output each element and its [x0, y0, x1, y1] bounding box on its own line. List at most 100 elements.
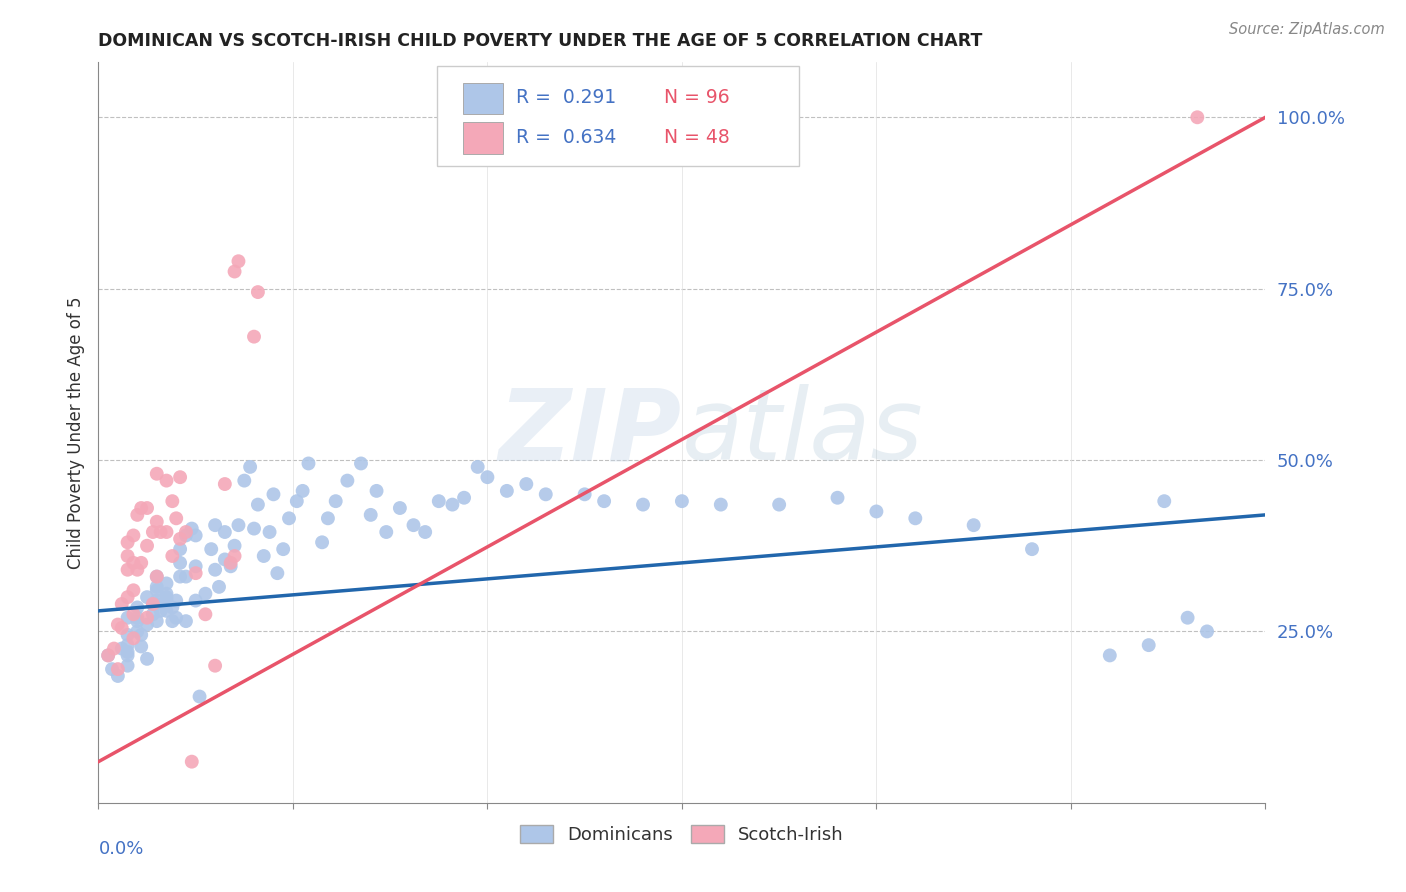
Point	[297, 457, 319, 471]
Point	[865, 504, 887, 518]
Point	[103, 641, 125, 656]
Point	[515, 477, 537, 491]
Point	[228, 254, 250, 268]
Point	[165, 511, 187, 525]
Point	[162, 494, 184, 508]
Point	[214, 552, 236, 566]
Point	[122, 583, 145, 598]
Text: DOMINICAN VS SCOTCH-IRISH CHILD POVERTY UNDER THE AGE OF 5 CORRELATION CHART: DOMINICAN VS SCOTCH-IRISH CHILD POVERTY …	[98, 32, 983, 50]
Point	[768, 498, 790, 512]
Text: R =  0.634: R = 0.634	[516, 128, 617, 146]
Text: atlas: atlas	[682, 384, 924, 481]
Point	[246, 285, 269, 299]
Point	[169, 542, 191, 557]
Point	[127, 610, 149, 624]
Text: N = 96: N = 96	[665, 88, 730, 107]
Point	[180, 755, 202, 769]
Point	[904, 511, 927, 525]
Point	[827, 491, 849, 505]
Point	[155, 524, 177, 539]
Point	[266, 566, 288, 581]
Point	[142, 607, 165, 622]
Point	[259, 524, 281, 539]
Point	[243, 522, 266, 536]
Point	[184, 559, 207, 574]
Point	[155, 593, 177, 607]
Point	[375, 524, 398, 539]
Text: N = 48: N = 48	[665, 128, 730, 146]
Point	[214, 477, 236, 491]
Point	[184, 593, 207, 607]
Point	[117, 563, 139, 577]
Point	[165, 610, 187, 624]
Point	[208, 580, 231, 594]
Point	[117, 638, 139, 652]
Point	[162, 600, 184, 615]
Point	[169, 556, 191, 570]
Text: Source: ZipAtlas.com: Source: ZipAtlas.com	[1229, 22, 1385, 37]
Point	[136, 610, 159, 624]
Point	[155, 587, 177, 601]
FancyBboxPatch shape	[463, 122, 503, 153]
Point	[136, 617, 159, 632]
Point	[165, 593, 187, 607]
Point	[146, 515, 169, 529]
Point	[1195, 624, 1218, 639]
Point	[155, 576, 177, 591]
Point	[360, 508, 382, 522]
Point	[117, 648, 139, 663]
Point	[204, 563, 226, 577]
Point	[117, 535, 139, 549]
Point	[574, 487, 596, 501]
Point	[174, 614, 197, 628]
Point	[184, 528, 207, 542]
Point	[285, 494, 308, 508]
Point	[413, 524, 436, 539]
Point	[224, 539, 246, 553]
Point	[136, 652, 159, 666]
Point	[146, 614, 169, 628]
Point	[224, 549, 246, 563]
Point	[184, 566, 207, 581]
Point	[127, 563, 149, 577]
Point	[188, 690, 211, 704]
Point	[174, 569, 197, 583]
Y-axis label: Child Poverty Under the Age of 5: Child Poverty Under the Age of 5	[66, 296, 84, 569]
Point	[253, 549, 276, 563]
Text: ZIP: ZIP	[499, 384, 682, 481]
Point	[146, 580, 169, 594]
Point	[127, 508, 149, 522]
Point	[1153, 494, 1175, 508]
Point	[122, 607, 145, 622]
Point	[174, 524, 197, 539]
Point	[1137, 638, 1160, 652]
Point	[1021, 542, 1043, 557]
Point	[243, 329, 266, 343]
Point	[155, 474, 177, 488]
Point	[710, 498, 733, 512]
Point	[366, 483, 388, 498]
Point	[496, 483, 519, 498]
Point	[117, 628, 139, 642]
Legend: Dominicans, Scotch-Irish: Dominicans, Scotch-Irish	[512, 815, 852, 853]
Point	[97, 648, 120, 663]
Point	[129, 501, 152, 516]
Text: R =  0.291: R = 0.291	[516, 88, 616, 107]
Point	[97, 648, 120, 663]
Point	[350, 457, 373, 471]
Point	[200, 542, 222, 557]
Point	[162, 614, 184, 628]
Point	[962, 518, 984, 533]
Point	[169, 470, 191, 484]
Point	[271, 542, 294, 557]
Point	[155, 604, 177, 618]
Point	[388, 501, 411, 516]
Point	[127, 624, 149, 639]
Point	[204, 658, 226, 673]
FancyBboxPatch shape	[437, 66, 799, 166]
Point	[291, 483, 314, 498]
Point	[477, 470, 499, 484]
Point	[453, 491, 475, 505]
Point	[142, 597, 165, 611]
Point	[111, 597, 134, 611]
